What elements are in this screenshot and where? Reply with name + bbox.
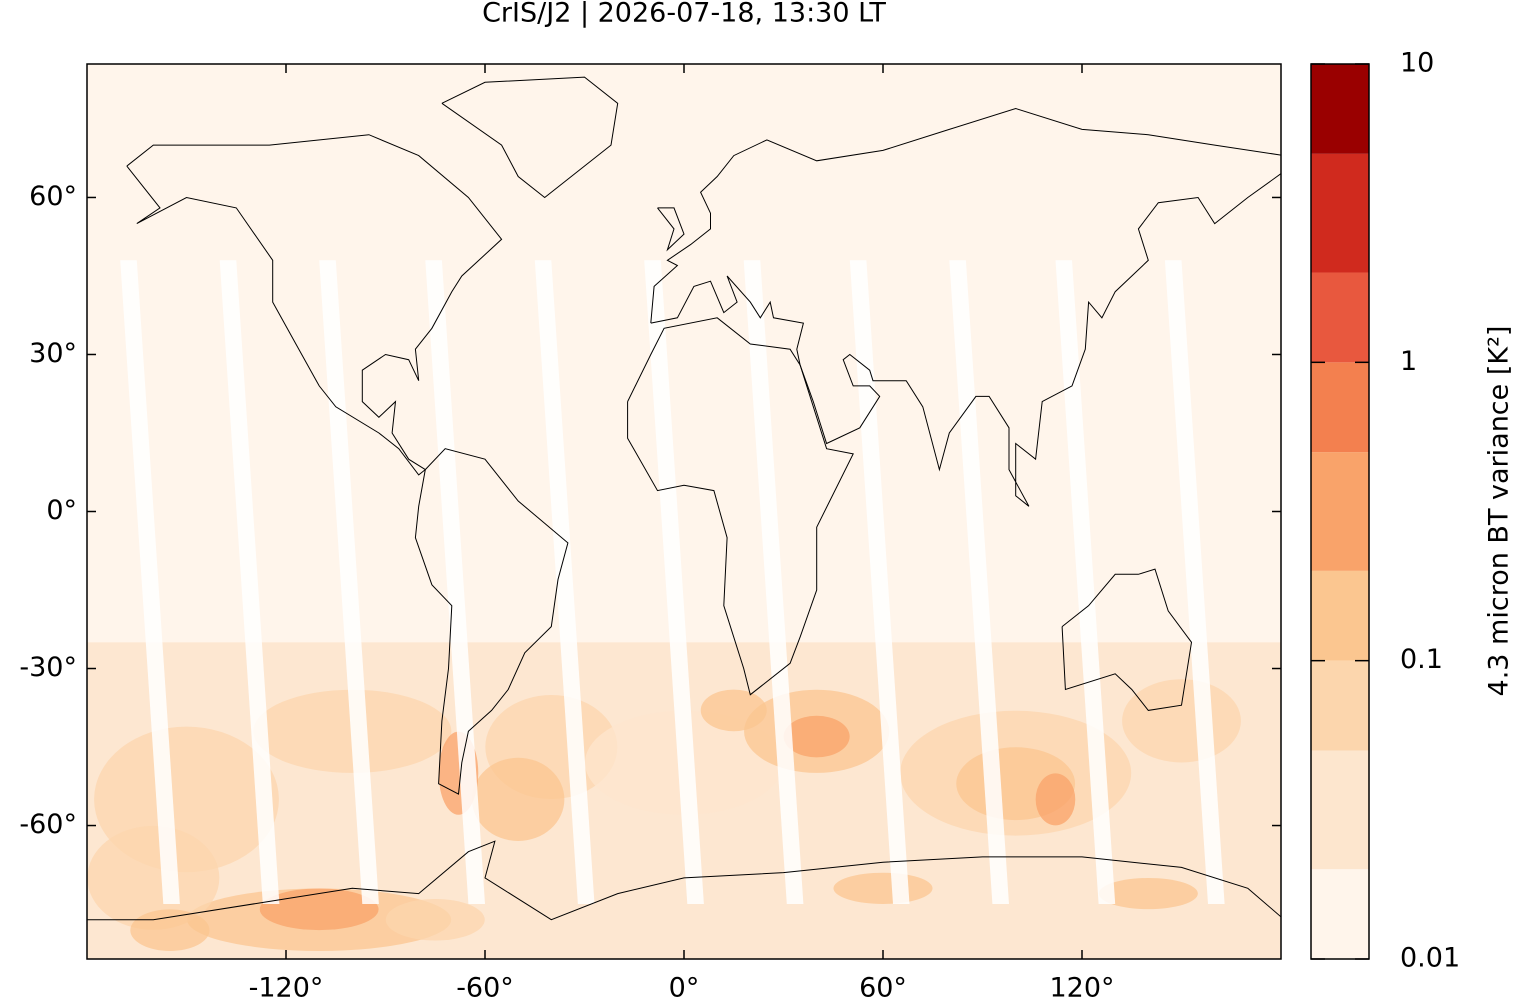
colorbar-segment	[1311, 362, 1369, 453]
field-patch	[833, 872, 933, 904]
field-patch	[700, 689, 767, 732]
colorbar-segment	[1311, 869, 1369, 959]
swath-gap	[949, 260, 1009, 904]
colorbar: 0.01 0.1 1 10	[1310, 48, 1460, 974]
coastlines	[87, 76, 1281, 921]
colorbar-segment	[1311, 660, 1369, 751]
coastline	[87, 840, 1281, 921]
field-patch	[1035, 773, 1076, 826]
field-patch	[471, 757, 565, 841]
swath-gap	[644, 260, 704, 904]
x-tick-label: 120°	[1049, 973, 1114, 1002]
coastline	[1061, 568, 1193, 711]
y-tick-label: -30°	[19, 652, 77, 683]
x-tick-label: -120°	[249, 973, 324, 1002]
field-patch	[130, 909, 210, 952]
x-tick-label: 0°	[669, 973, 700, 1002]
field-patch	[385, 898, 485, 941]
colorbar-tick-label: 0.01	[1400, 943, 1460, 974]
swath-gap	[425, 260, 485, 904]
x-tick-label: -60°	[456, 973, 514, 1002]
y-tick-label: 60°	[29, 181, 77, 212]
chart-title: CrIS/J2 | 2026-07-18, 13:30 LT	[482, 0, 886, 29]
swath-gap	[1164, 260, 1225, 904]
colorbar-segment	[1311, 750, 1369, 870]
coastline	[657, 207, 685, 252]
field-patch	[259, 888, 379, 931]
swath-gap	[534, 260, 595, 904]
swath-gap	[219, 260, 280, 904]
swath-gap	[1055, 260, 1116, 904]
field-patch	[1098, 877, 1198, 910]
colorbar-label: 4.3 micron BT variance [K²]	[1484, 326, 1515, 697]
y-tick-label: -60°	[19, 809, 77, 840]
swath-gap	[743, 260, 804, 904]
colorbar-segment	[1311, 64, 1369, 154]
colorbar-segment	[1311, 272, 1369, 363]
coastline	[414, 448, 569, 795]
colorbar-frame	[1310, 63, 1370, 960]
coastline	[126, 134, 503, 476]
y-tick-label: 30°	[29, 338, 77, 369]
field-patch	[87, 825, 220, 930]
y-tick-label: 0°	[46, 495, 77, 526]
coastline	[441, 76, 619, 199]
swath-gap	[319, 260, 379, 904]
field-patch	[1122, 679, 1241, 763]
field-patch	[783, 715, 850, 758]
coastline	[650, 107, 1281, 507]
colorbar-segment	[1311, 153, 1369, 273]
colorbar-tick-label: 0.1	[1400, 644, 1443, 675]
swath-gap	[120, 260, 180, 904]
axes: -120° -60° 0° 60° 120° -60° -30° 0° 30° 60°	[19, 64, 1281, 1002]
colorbar-segment	[1311, 570, 1369, 661]
swath-gap	[849, 260, 910, 904]
colorbar-segment	[1311, 452, 1369, 571]
coastline	[627, 317, 854, 696]
colorbar-tick-label: 1	[1400, 346, 1417, 377]
colorbar-tick-label: 10	[1400, 48, 1434, 79]
data-field	[87, 64, 1281, 959]
x-tick-label: 60°	[859, 973, 907, 1002]
